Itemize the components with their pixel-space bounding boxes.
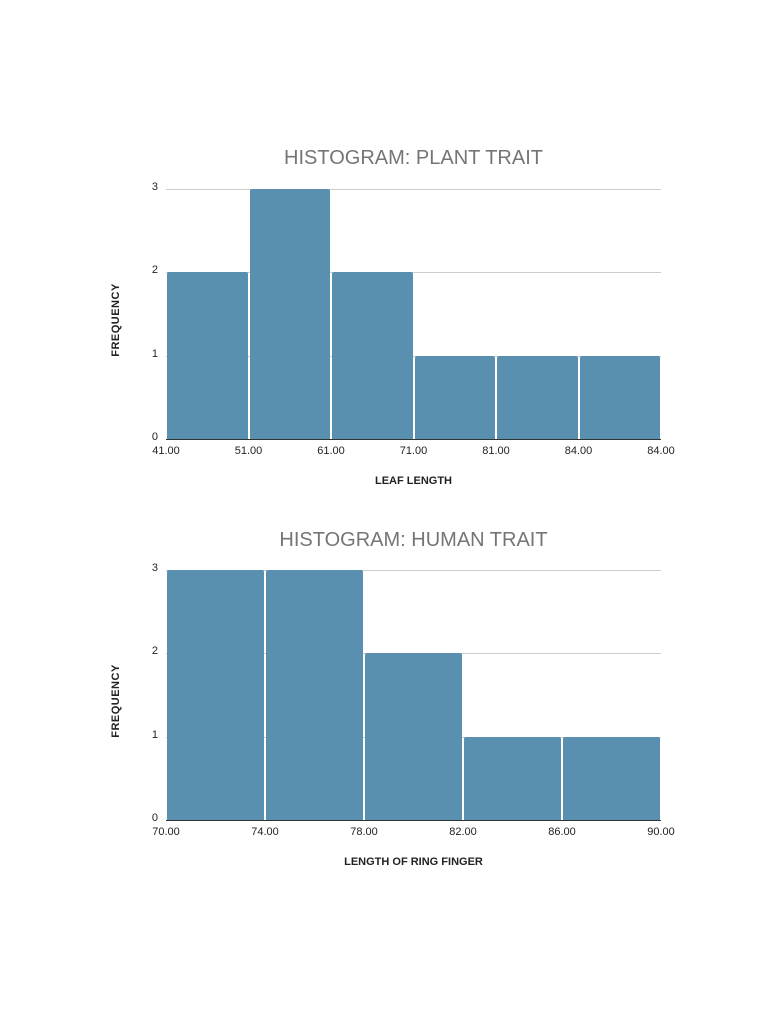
x-tick-label: 51.00 — [234, 445, 263, 457]
x-axis-label: LENGTH OF RING FINGER — [344, 856, 483, 868]
gridline — [166, 272, 661, 274]
x-axis-baseline — [166, 820, 661, 821]
histogram-bar — [579, 355, 660, 439]
gridline — [166, 355, 661, 357]
x-tick-label: 41.00 — [152, 445, 180, 457]
y-tick-label: 3 — [151, 181, 158, 193]
histogram-bar — [167, 570, 264, 820]
chart-title: HISTOGRAM: PLANT TRAIT — [284, 147, 543, 169]
y-tick-label: 0 — [151, 431, 158, 443]
y-axis-label: FREQUENCY — [110, 664, 122, 738]
histogram-bar — [167, 272, 248, 439]
x-tick-label: 90.00 — [647, 826, 675, 838]
y-tick-label: 3 — [151, 562, 158, 574]
histogram-bar — [249, 189, 330, 439]
y-tick-label: 1 — [151, 728, 158, 741]
gridline — [166, 189, 661, 190]
x-tick-label: 61.00 — [317, 445, 345, 457]
plot-area: 0 1 2 3 70.00 74.00 78.00 82.00 86.00 90.00 — [152, 562, 675, 838]
y-axis-label: FREQUENCY — [110, 283, 122, 357]
x-tick-label: 71.00 — [399, 445, 428, 457]
x-tick-label: 74.00 — [251, 826, 279, 838]
histogram-bar — [332, 272, 413, 439]
x-tick-label: 84.00 — [564, 445, 593, 457]
x-tick-label: 84.00 — [647, 445, 675, 457]
histogram-bar — [365, 653, 462, 820]
y-tick-label: 2 — [151, 645, 158, 658]
x-tick-label: 82.00 — [449, 826, 477, 838]
x-tick-label: 70.00 — [152, 826, 180, 838]
x-axis-baseline — [166, 439, 661, 440]
histogram-bar — [563, 736, 660, 820]
chart-title: HISTOGRAM: HUMAN TRAIT — [279, 529, 548, 551]
histogram-bar — [266, 570, 363, 820]
x-axis-label: LEAF LENGTH — [375, 475, 452, 487]
histogram-bar — [497, 355, 578, 439]
y-tick-label: 2 — [151, 264, 158, 277]
x-tick-label: 78.00 — [350, 826, 378, 838]
gridline — [166, 570, 661, 571]
histogram-bar — [464, 736, 561, 820]
x-tick-label: 81.00 — [482, 445, 510, 457]
x-tick-label: 86.00 — [548, 826, 576, 838]
plot-area: 0 1 2 3 41.00 51.00 61.00 71.00 81.00 84.00 84.00 — [152, 181, 675, 457]
y-tick-label: 0 — [151, 812, 158, 824]
histogram-bar — [414, 355, 495, 439]
y-tick-label: 1 — [151, 347, 158, 360]
